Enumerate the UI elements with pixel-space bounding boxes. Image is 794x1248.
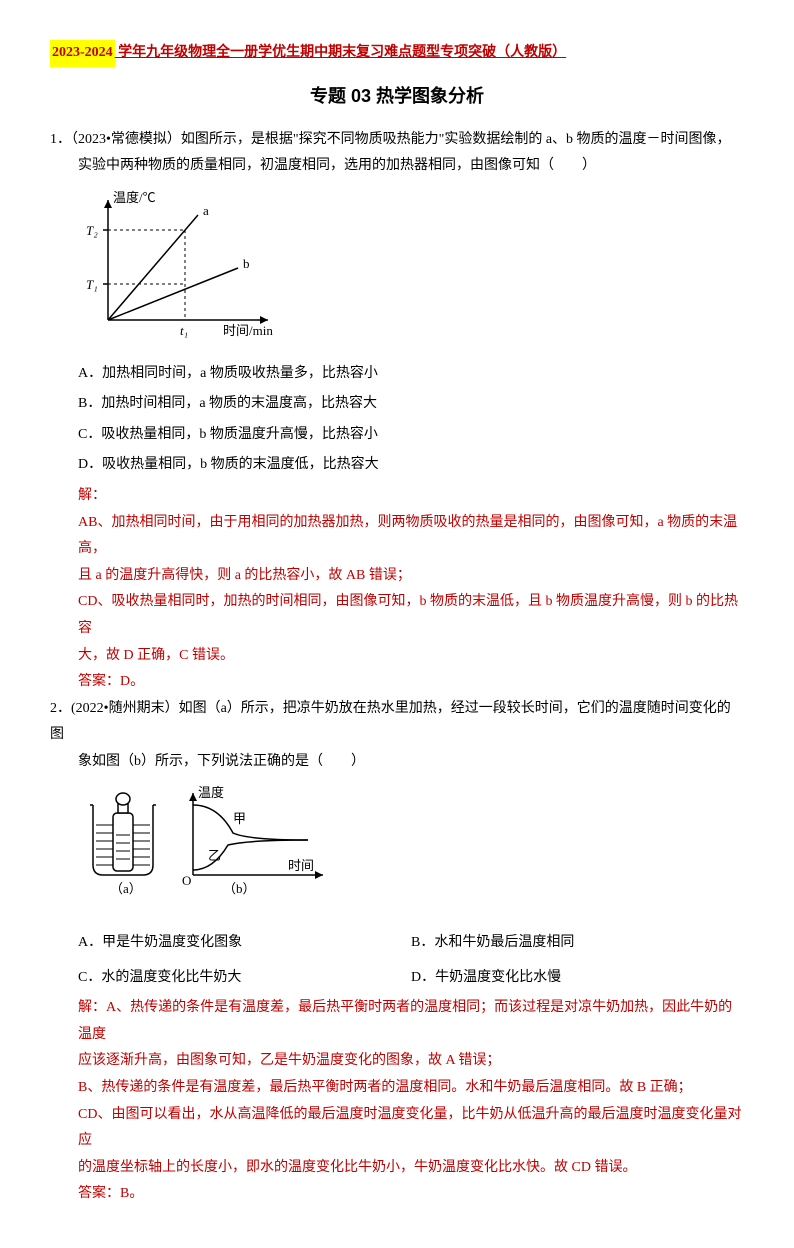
q1-sol-3: CD、吸收热量相同时，加热的时间相同，由图像可知，b 物质的末温低，且 b 物质… bbox=[78, 589, 744, 642]
chart1-t1: T₁ bbox=[86, 277, 98, 292]
q2-sol-5: 的温度坐标轴上的长度小，即水的温度变化比牛奶小，牛奶温度变化比水快。故 CD 错… bbox=[78, 1155, 744, 1182]
q1-sol-4: 大，故 D 正确，C 错误。 bbox=[78, 643, 744, 670]
q1-stem-2: 实验中两种物质的质量相同，初温度相同，选用的加热器相同，由图像可知（ ） bbox=[78, 153, 744, 180]
q1-opt-d: D．吸收热量相同，b 物质的末温度低，比热容大 bbox=[78, 452, 744, 479]
q1-sol-2: 且 a 的温度升高得快，则 a 的比热容小，故 AB 错误； bbox=[78, 563, 744, 590]
header-text: 学年九年级物理全一册学优生期中期末复习难点题型专项突破（人教版） bbox=[115, 45, 567, 60]
q2-stem-1: 2．(2022•随州期末）如图（a）所示，把凉牛奶放在热水里加热，经过一段较长时… bbox=[50, 696, 744, 749]
chart2-label-b: （b） bbox=[223, 881, 256, 896]
q2-opt-c: C．水的温度变化比牛奶大 bbox=[78, 965, 411, 992]
chart1-t2: T₂ bbox=[86, 223, 98, 238]
q1-sol-label: 解： bbox=[78, 483, 744, 510]
q1-opt-b: B．加热时间相同，a 物质的末温度高，比热容大 bbox=[78, 391, 744, 418]
chart1-ylabel: 温度/℃ bbox=[113, 190, 156, 205]
q2-opt-b: B．水和牛奶最后温度相同 bbox=[411, 930, 744, 957]
question-2: 2．(2022•随州期末）如图（a）所示，把凉牛奶放在热水里加热，经过一段较长时… bbox=[50, 696, 744, 1208]
chart1-tt1: t₁ bbox=[180, 323, 188, 338]
q1-chart: a b T₂ T₁ t₁ 温度/℃ 时间/min bbox=[78, 190, 744, 351]
q2-stem-2: 象如图（b）所示，下列说法正确的是（ ） bbox=[78, 749, 744, 776]
question-1: 1．（2023•常德模拟）如图所示，是根据"探究不同物质吸热能力"实验数据绘制的… bbox=[50, 127, 744, 696]
chart2-xlabel: 时间 bbox=[288, 858, 314, 873]
chart2-yi: 乙 bbox=[208, 848, 221, 863]
chart1-line-b: b bbox=[243, 256, 250, 271]
q2-sol-2: 应该逐渐升高，由图象可知，乙是牛奶温度变化的图象，故 A 错误； bbox=[78, 1048, 744, 1075]
chart2-jia: 甲 bbox=[233, 811, 246, 826]
q2-sol-1: 解：A、热传递的条件是有温度差，最后热平衡时两者的温度相同；而该过程是对凉牛奶加… bbox=[78, 995, 744, 1048]
q1-stem-1: 1．（2023•常德模拟）如图所示，是根据"探究不同物质吸热能力"实验数据绘制的… bbox=[50, 127, 744, 154]
chart1-xlabel: 时间/min bbox=[223, 323, 273, 338]
q1-sol-1: AB、加热相同时间，由于用相同的加热器加热，则两物质吸收的热量是相同的，由图像可… bbox=[78, 510, 744, 563]
chart2-ylabel: 温度 bbox=[198, 785, 224, 800]
chart2-label-a: （a） bbox=[110, 881, 142, 896]
page-header: 2023-2024 学年九年级物理全一册学优生期中期末复习难点题型专项突破（人教… bbox=[50, 40, 744, 67]
q2-sol-4: CD、由图可以看出，水从高温降低的最后温度时温度变化量，比牛奶从低温升高的最后温… bbox=[78, 1102, 744, 1155]
q2-opt-d: D．牛奶温度变化比水慢 bbox=[411, 965, 744, 992]
q2-chart: （a） 甲 乙 O 温度 时间 （b） bbox=[78, 785, 744, 916]
q1-opt-c: C．吸收热量相同，b 物质温度升高慢，比热容小 bbox=[78, 422, 744, 449]
chart1-line-a: a bbox=[203, 203, 209, 218]
q2-sol-3: B、热传递的条件是有温度差，最后热平衡时两者的温度相同。水和牛奶最后温度相同。故… bbox=[78, 1075, 744, 1102]
q2-answer: 答案：B。 bbox=[78, 1181, 744, 1208]
chart2-origin: O bbox=[182, 873, 191, 888]
q1-opt-a: A．加热相同时间，a 物质吸收热量多，比热容小 bbox=[78, 361, 744, 388]
q2-options: A．甲是牛奶温度变化图象 B．水和牛奶最后温度相同 C．水的温度变化比牛奶大 D… bbox=[78, 926, 744, 995]
q1-answer: 答案：D。 bbox=[78, 669, 744, 696]
header-year: 2023-2024 bbox=[50, 40, 115, 67]
page-title: 专题 03 热学图象分析 bbox=[50, 79, 744, 113]
q1-options: A．加热相同时间，a 物质吸收热量多，比热容小 B．加热时间相同，a 物质的末温… bbox=[78, 361, 744, 479]
q2-opt-a: A．甲是牛奶温度变化图象 bbox=[78, 930, 411, 957]
